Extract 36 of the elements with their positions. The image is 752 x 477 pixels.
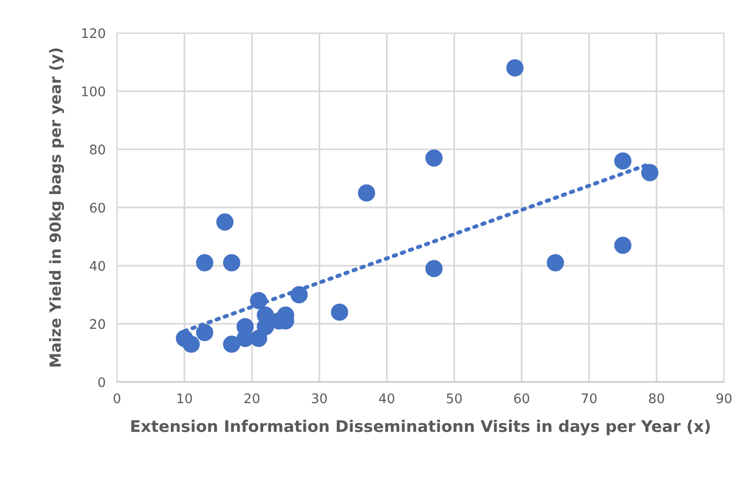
x-tick-label: 60 [514,393,530,404]
x-tick-label: 50 [446,393,462,404]
x-tick-label: 10 [178,393,192,404]
y-tick-label: 0 [98,377,106,388]
point [546,254,564,272]
y-axis-title: Maize Yield in 90kg bags per year (y) [49,48,64,366]
point [358,184,376,202]
y-tick-label: 120 [82,28,106,38]
x-tick-label: 40 [379,393,394,404]
x-tick-label: 90 [716,393,732,404]
point [330,304,348,321]
x-axis-title: Extension Information Disseminationn Visits in days per Year (x) [131,420,710,436]
point [196,254,214,272]
x-tick-label: 30 [312,393,327,404]
y-tick-label: 40 [90,260,106,271]
x-tick-label: 20 [244,393,260,404]
point [250,292,268,310]
point [641,164,658,182]
point [223,336,240,353]
y-tick-label: 80 [90,144,106,155]
point [223,254,240,272]
y-tick-label: 60 [90,202,106,213]
x-tick-label: 80 [649,393,664,404]
point [506,59,524,77]
point [196,324,214,342]
point [216,213,234,231]
x-tick-label: 70 [582,393,597,404]
y-tick-label: 20 [90,319,106,330]
x-tick-label: 0 [114,393,120,404]
point [290,286,308,304]
point [425,260,443,278]
point [425,149,443,167]
point [614,152,632,170]
point [614,236,632,254]
point [182,336,200,353]
y-tick-label: 100 [82,86,106,96]
